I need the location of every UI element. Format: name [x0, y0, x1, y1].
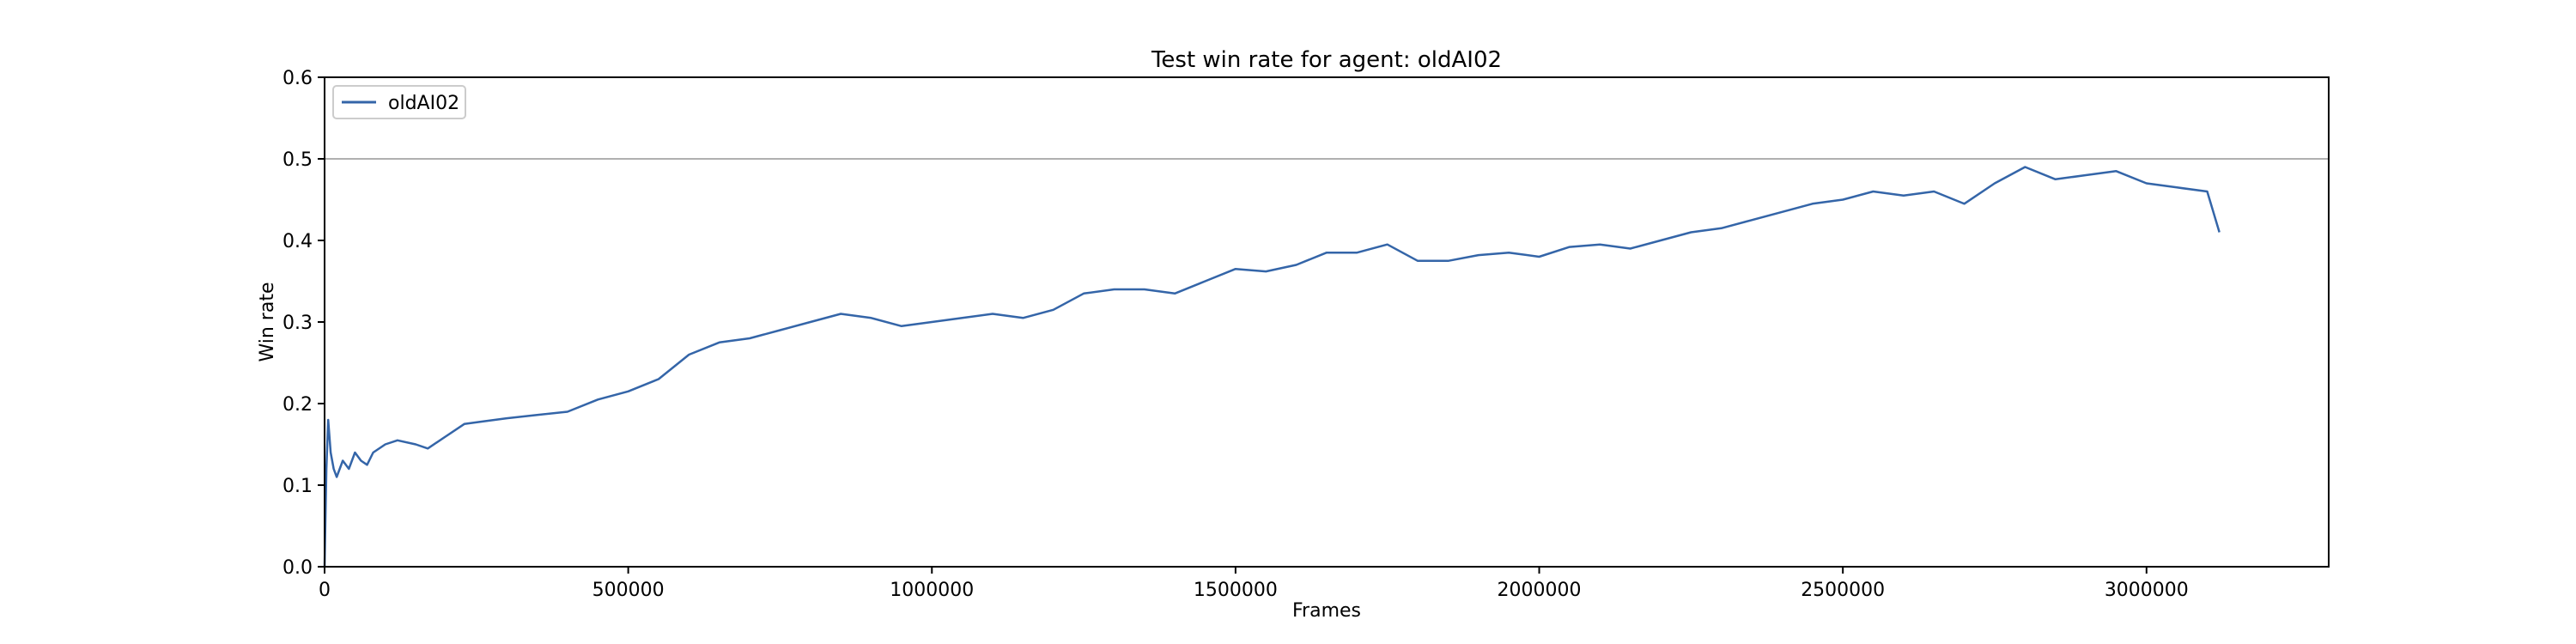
y-tick-label: 0.0 [283, 557, 313, 579]
x-tick-label: 500000 [592, 580, 665, 601]
legend-label-oldAI02: oldAI02 [388, 93, 459, 114]
y-tick-label: 0.5 [283, 149, 313, 171]
series-line-oldAI02 [323, 166, 2221, 568]
x-tick-label: 1500000 [1194, 580, 1278, 601]
x-tick-label: 1000000 [890, 580, 974, 601]
legend: oldAI02 [332, 85, 466, 119]
y-tick-label: 0.6 [283, 68, 313, 89]
y-tick-label: 0.4 [283, 231, 313, 252]
x-tick-label: 0 [319, 580, 331, 601]
y-tick-label: 0.1 [283, 476, 313, 497]
y-tick-label: 0.2 [283, 394, 313, 416]
x-axis: 0 500000 1000000 1500000 2000000 2500000 30000… [319, 567, 2189, 601]
legend-box [332, 85, 466, 119]
x-tick-label: 2000000 [1498, 580, 1582, 601]
x-tick-label: 2500000 [1801, 580, 1885, 601]
x-axis-label: Frames [1292, 600, 1361, 622]
x-tick-label: 3000000 [2105, 580, 2189, 601]
y-tick-label: 0.3 [283, 313, 313, 334]
y-axis: 0.0 0.1 0.2 0.3 0.4 0.5 0.6 [283, 68, 325, 579]
y-axis-label: Win rate [257, 282, 278, 361]
chart-title: Test win rate for agent: oldAI02 [1151, 47, 1502, 73]
